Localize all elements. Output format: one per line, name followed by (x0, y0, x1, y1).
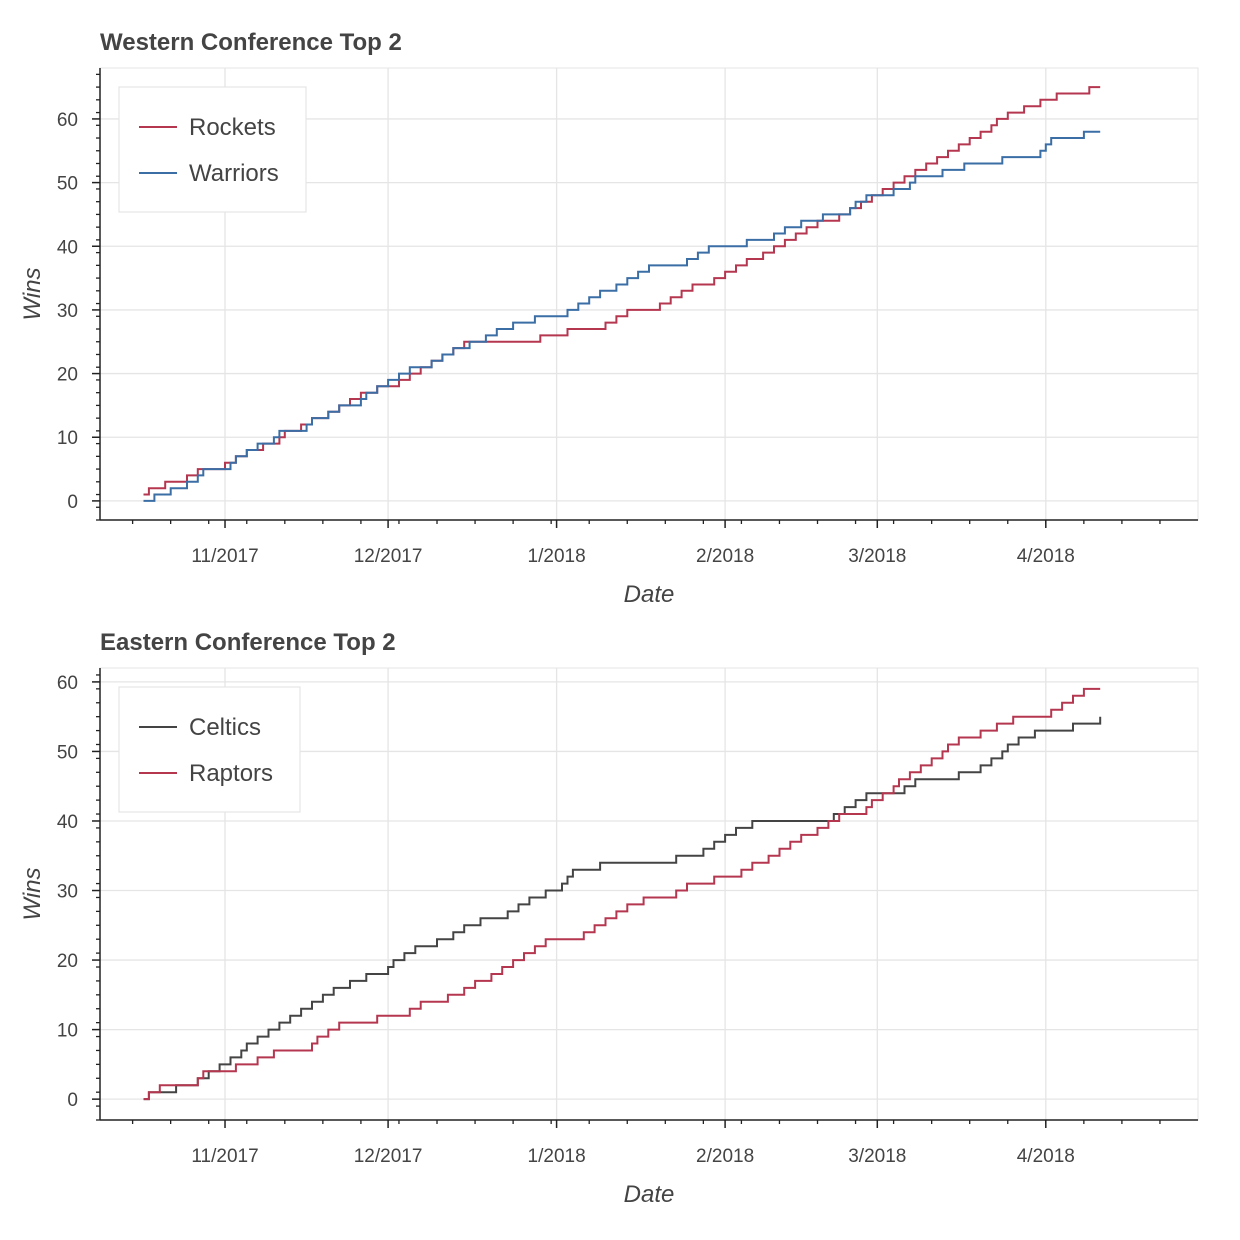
y-tick-label: 0 (67, 1090, 78, 1111)
y-tick-label: 10 (57, 428, 78, 449)
legend-label: Warriors (189, 160, 279, 187)
y-tick-label: 20 (57, 951, 78, 972)
x-tick-label: 11/2017 (191, 1146, 258, 1167)
x-axis-label: Date (624, 1181, 675, 1208)
western-conference-chart: Western Conference Top 2 0 10 20 30 40 50 60 11… (19, 29, 1199, 608)
legend-label: Raptors (189, 760, 273, 787)
legend: Rockets Warriors (118, 86, 307, 213)
y-tick-label: 50 (57, 174, 78, 195)
x-tick-label: 1/2018 (528, 546, 586, 567)
legend-label: Rockets (189, 114, 276, 141)
legend-box (118, 86, 307, 213)
series-line-celtics (143, 716, 1102, 1101)
x-tick-label: 2/2018 (696, 546, 754, 567)
series-line-rockets (143, 86, 1101, 496)
x-tick-label: 3/2018 (848, 1146, 906, 1167)
y-tick-label: 60 (57, 110, 78, 131)
y-axis-label: Wins (19, 867, 46, 920)
legend: Celtics Raptors (118, 686, 301, 813)
x-tick-label: 3/2018 (848, 546, 906, 567)
series-line-raptors (143, 687, 1101, 1101)
x-tick-label: 12/2017 (354, 1146, 423, 1167)
y-tick-label: 0 (67, 492, 78, 513)
x-tick-label: 11/2017 (191, 546, 258, 567)
y-tick-label: 20 (57, 365, 78, 386)
y-tick-label: 30 (57, 882, 78, 903)
eastern-conference-chart: Eastern Conference Top 2 0 10 20 30 40 50 60 11… (19, 629, 1199, 1208)
x-tick-label: 4/2018 (1017, 546, 1075, 567)
y-tick-label: 30 (57, 301, 78, 322)
x-axis-label: Date (624, 581, 675, 608)
legend-box (118, 686, 301, 813)
chart-title: Eastern Conference Top 2 (100, 629, 396, 656)
series-line-warriors (143, 130, 1101, 502)
x-tick-label: 2/2018 (696, 1146, 754, 1167)
y-tick-label: 40 (57, 812, 78, 833)
x-tick-label: 1/2018 (528, 1146, 586, 1167)
y-tick-label: 60 (57, 673, 78, 694)
y-tick-label: 10 (57, 1021, 78, 1042)
x-tick-label: 4/2018 (1017, 1146, 1075, 1167)
legend-label: Celtics (189, 714, 261, 741)
y-tick-label: 40 (57, 237, 78, 258)
chart-title: Western Conference Top 2 (100, 29, 402, 56)
x-tick-label: 12/2017 (354, 546, 423, 567)
y-axis-label: Wins (19, 267, 46, 320)
y-tick-label: 50 (57, 742, 78, 763)
